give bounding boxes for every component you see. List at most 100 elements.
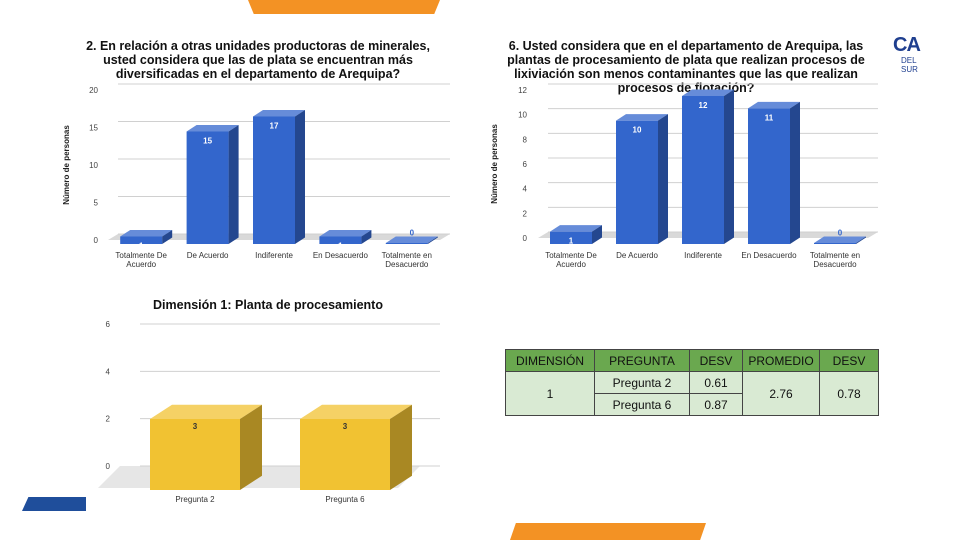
chart1-bar-top xyxy=(385,236,438,243)
chart2-bar xyxy=(748,108,790,244)
cell-dimension: 1 xyxy=(505,371,595,416)
chart2-x-tick-label: Indiferente xyxy=(684,251,722,260)
chart1-y-tick-label: 15 xyxy=(89,124,98,133)
chart3-title: Dimensión 1: Planta de procesamiento xyxy=(153,298,383,312)
chart1-bar-top xyxy=(319,230,372,237)
chart2-bar-top xyxy=(616,114,668,121)
left-navy-accent xyxy=(22,497,86,511)
chart2-y-tick-label: 2 xyxy=(523,209,528,218)
chart1-y-tick-label: 10 xyxy=(89,161,98,170)
chart1-bar-side xyxy=(228,125,239,244)
table-header-row: DIMENSIÓN PREGUNTA DESV PROMEDIO DESV xyxy=(505,349,879,372)
cell-desv-total: 0.78 xyxy=(819,371,879,416)
cell-desv: 0.61 xyxy=(689,371,743,394)
chart1-x-tick-label: Desacuerdo xyxy=(385,260,429,269)
chart2-bar xyxy=(814,243,856,244)
table-row: Pregunta 6 0.87 xyxy=(506,393,879,416)
chart1-x-tick-label: Totalmente en xyxy=(382,251,432,260)
chart2-x-tick-label: Desacuerdo xyxy=(813,260,857,269)
cell-pregunta: Pregunta 6 xyxy=(594,393,690,416)
chart3-bar xyxy=(300,419,390,490)
chart1-bar xyxy=(385,243,428,244)
chart2-bar-side xyxy=(724,89,734,244)
chart3-data-label: 3 xyxy=(343,422,348,431)
cell-desv: 0.87 xyxy=(689,393,743,416)
chart2-x-tick-label: En Desacuerdo xyxy=(741,251,797,260)
header-dimension: DIMENSIÓN xyxy=(505,349,595,372)
cell-promedio: 2.76 xyxy=(742,371,820,416)
table-row: 1 Pregunta 2 0.61 2.76 0.78 xyxy=(505,371,879,416)
chart2-y-axis-label: Número de personas xyxy=(490,124,499,204)
chart3-y-tick-label: 6 xyxy=(106,320,111,329)
chart2-x-tick-label: Totalmente en xyxy=(810,251,860,260)
chart2-bar-side xyxy=(658,114,668,245)
chart2-y-tick-label: 8 xyxy=(523,135,528,144)
chart1-y-axis-label: Número de personas xyxy=(62,125,71,205)
chart2-y-tick-label: 0 xyxy=(523,234,528,243)
chart2-bar xyxy=(682,96,724,244)
chart2-bar-top xyxy=(814,236,866,243)
chart3-bar-top xyxy=(150,404,262,419)
logo-text: CA xyxy=(893,34,921,56)
chart2-bar-side xyxy=(790,101,800,244)
header-desv-total: DESV xyxy=(819,349,879,372)
chart1-bar-side xyxy=(162,230,173,244)
chart2-bar-top xyxy=(550,225,602,232)
stats-table: DIMENSIÓN PREGUNTA DESV PROMEDIO DESV 1 … xyxy=(505,349,879,416)
chart1-floor xyxy=(108,234,450,240)
top-orange-accent xyxy=(248,0,440,14)
bottom-orange-accent xyxy=(510,523,706,540)
chart2-title: 6. Usted considera que en el departament… xyxy=(507,39,865,95)
cell-pregunta: Pregunta 2 xyxy=(594,371,690,394)
chart3-y-tick-label: 2 xyxy=(106,415,111,424)
chart3-bar-top xyxy=(300,404,412,419)
header-promedio: PROMEDIO xyxy=(742,349,820,372)
company-logo: CA DEL SUR xyxy=(893,34,933,74)
chart3-data-label: 3 xyxy=(193,422,198,431)
chart3-floor-front xyxy=(98,466,420,488)
chart1-bar-top xyxy=(186,125,239,132)
chart2-y-tick-label: 10 xyxy=(518,111,527,120)
chart2-bar-side xyxy=(856,236,866,244)
chart1-bar-side xyxy=(361,230,372,244)
chart1-x-tick-label: Indiferente xyxy=(255,251,293,260)
chart1-x-tick-label: En Desacuerdo xyxy=(313,251,369,260)
chart1-data-label: 1 xyxy=(139,242,144,251)
chart2-bar-side xyxy=(592,225,602,244)
chart2-data-label: 11 xyxy=(765,113,774,122)
chart1-x-tick-label: De Acuerdo xyxy=(187,251,229,260)
chart1-y-tick-label: 20 xyxy=(89,86,98,95)
header-pregunta: PREGUNTA xyxy=(594,349,690,372)
chart1-bar-side xyxy=(295,110,305,244)
chart1-bar-side xyxy=(427,236,438,244)
chart1-bar xyxy=(120,236,163,244)
chart1-x-tick-label: Acuerdo xyxy=(126,260,156,269)
chart1-data-label: 1 xyxy=(338,242,343,251)
logo-subtext: DEL SUR xyxy=(901,56,918,74)
chart2-floor xyxy=(538,232,878,238)
chart1-x-tick-label: Totalmente De xyxy=(115,251,167,260)
chart1-y-tick-label: 5 xyxy=(94,199,99,208)
chart1-bar-top xyxy=(253,110,305,117)
chart3-y-tick-label: 4 xyxy=(106,367,111,376)
chart1-bar xyxy=(319,236,362,244)
chart1-data-label: 0 xyxy=(410,229,415,238)
chart1-y-tick-label: 0 xyxy=(94,236,99,245)
chart2-bar xyxy=(550,231,592,244)
chart3-bar-side xyxy=(240,404,262,490)
chart1-bar xyxy=(186,131,229,244)
chart2-y-tick-label: 6 xyxy=(523,160,528,169)
chart3-x-tick-label: Pregunta 6 xyxy=(325,495,365,504)
chart3-y-tick-label: 0 xyxy=(106,462,111,471)
chart1-data-label: 17 xyxy=(270,122,279,131)
chart1-data-label: 15 xyxy=(203,137,212,146)
chart1-bar xyxy=(253,116,295,244)
chart2-x-tick-label: Totalmente De xyxy=(545,251,597,260)
chart2-data-label: 1 xyxy=(569,237,574,246)
chart2-x-tick-label: De Acuerdo xyxy=(616,251,658,260)
chart1-title: 2. En relación a otras unidades producto… xyxy=(86,39,430,81)
chart2-data-label: 10 xyxy=(633,126,642,135)
chart2-data-label: 0 xyxy=(838,229,843,238)
chart2-bar xyxy=(616,120,658,244)
chart2-y-tick-label: 4 xyxy=(523,185,528,194)
